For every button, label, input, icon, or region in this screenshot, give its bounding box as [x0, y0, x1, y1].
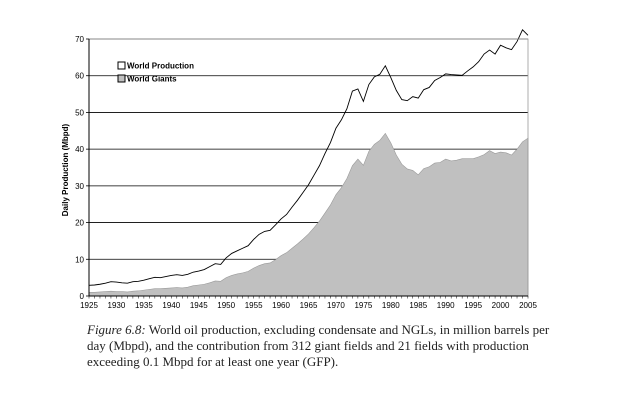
x-tick-label-1990: 1990 [437, 301, 455, 310]
y-axis-title: Daily Production (Mbpd) [61, 123, 70, 216]
x-tick-labels: 1925 1930 1935 1940 1945 1950 1955 1960 1965 1970… [80, 301, 537, 310]
x-tick-label-1975: 1975 [354, 301, 372, 310]
y-tick-label-10: 10 [75, 255, 84, 264]
figure-caption: Figure 6.8: World oil production, exclud… [87, 322, 557, 371]
legend-swatch-world-production [117, 61, 126, 70]
legend: World Production World Giants [117, 61, 194, 84]
y-tick-label-40: 40 [75, 145, 84, 154]
data-areas [88, 29, 529, 297]
x-tick-label-2000: 2000 [492, 301, 510, 310]
x-tick-label-1925: 1925 [80, 301, 98, 310]
x-tick-label-1980: 1980 [382, 301, 400, 310]
legend-label-world-production: World Production [127, 62, 194, 71]
x-tick-label-1940: 1940 [162, 301, 180, 310]
x-tick-label-1965: 1965 [300, 301, 318, 310]
x-tick-label-1960: 1960 [272, 301, 290, 310]
x-tick-label-2005: 2005 [519, 301, 537, 310]
figure-label: Figure 6.8: [87, 322, 146, 337]
x-tick-label-1995: 1995 [464, 301, 482, 310]
axes [86, 38, 529, 299]
x-tick-label-1945: 1945 [190, 301, 208, 310]
y-tick-label-20: 20 [75, 219, 84, 228]
x-tick-label-1970: 1970 [327, 301, 345, 310]
legend-swatch-world-giants [117, 74, 126, 83]
x-tick-label-1950: 1950 [217, 301, 235, 310]
x-tick-label-1955: 1955 [245, 301, 263, 310]
y-tick-label-0: 0 [80, 292, 85, 301]
y-tick-label-60: 60 [75, 72, 84, 81]
figure-caption-text: World oil production, excluding condensa… [87, 322, 550, 370]
x-tick-label-1985: 1985 [409, 301, 427, 310]
y-tick-labels: 0 10 20 30 40 50 60 70 [75, 35, 84, 301]
chart: 0 10 20 30 40 50 60 70 1925 1930 1935 1940 1945 1950… [61, 29, 537, 310]
y-tick-label-50: 50 [75, 108, 84, 117]
x-tick-label-1935: 1935 [135, 301, 153, 310]
y-tick-label-70: 70 [75, 35, 84, 44]
legend-label-world-giants: World Giants [127, 75, 177, 84]
line-world-production [88, 29, 529, 286]
y-tick-label-30: 30 [75, 182, 84, 191]
x-tick-label-1930: 1930 [108, 301, 126, 310]
area-world-giants [88, 132, 529, 297]
